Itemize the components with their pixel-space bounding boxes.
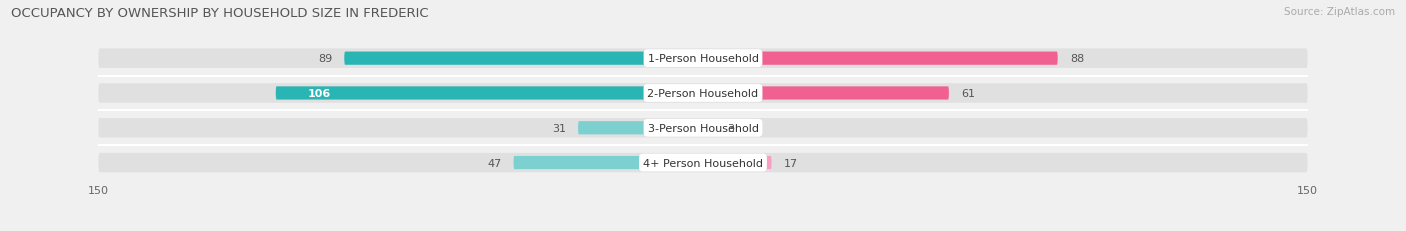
Text: 3: 3: [727, 123, 734, 133]
Text: 106: 106: [308, 88, 332, 99]
FancyBboxPatch shape: [276, 87, 703, 100]
FancyBboxPatch shape: [703, 156, 772, 170]
FancyBboxPatch shape: [344, 52, 703, 66]
Text: 31: 31: [553, 123, 567, 133]
Text: 61: 61: [960, 88, 974, 99]
FancyBboxPatch shape: [98, 49, 1308, 69]
Text: 89: 89: [318, 54, 332, 64]
Text: 47: 47: [488, 158, 502, 168]
FancyBboxPatch shape: [98, 84, 1308, 103]
FancyBboxPatch shape: [703, 52, 1057, 66]
Text: 1-Person Household: 1-Person Household: [648, 54, 758, 64]
FancyBboxPatch shape: [578, 122, 703, 135]
Text: 2-Person Household: 2-Person Household: [647, 88, 759, 99]
Text: 4+ Person Household: 4+ Person Household: [643, 158, 763, 168]
Text: OCCUPANCY BY OWNERSHIP BY HOUSEHOLD SIZE IN FREDERIC: OCCUPANCY BY OWNERSHIP BY HOUSEHOLD SIZE…: [11, 7, 429, 20]
FancyBboxPatch shape: [98, 119, 1308, 138]
FancyBboxPatch shape: [98, 153, 1308, 173]
FancyBboxPatch shape: [513, 156, 703, 170]
Text: Source: ZipAtlas.com: Source: ZipAtlas.com: [1284, 7, 1395, 17]
Text: 3-Person Household: 3-Person Household: [648, 123, 758, 133]
FancyBboxPatch shape: [703, 87, 949, 100]
Text: 17: 17: [783, 158, 797, 168]
FancyBboxPatch shape: [703, 122, 716, 135]
Text: 88: 88: [1070, 54, 1084, 64]
